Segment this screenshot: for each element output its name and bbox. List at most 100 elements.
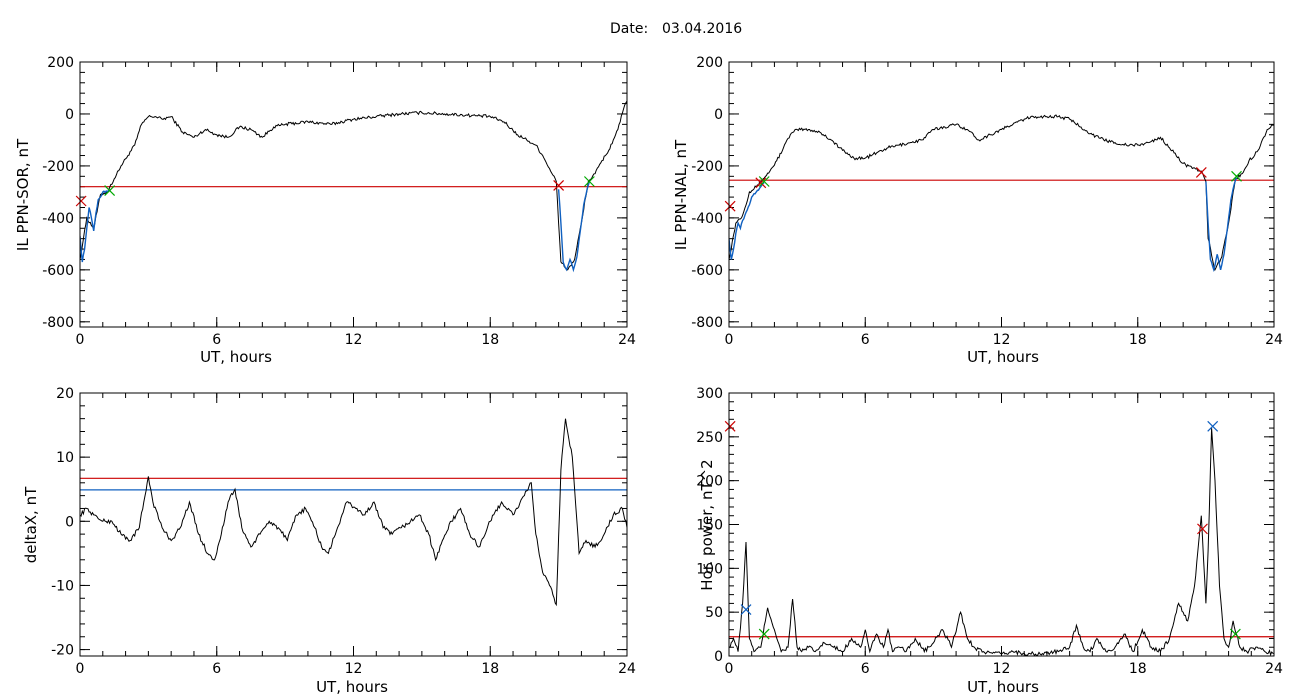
y-tick-label: -600 [42,263,74,279]
series-line [80,418,627,607]
y-tick-label: 200 [696,55,723,71]
series-line [80,188,112,263]
x-axis-label: UT, hours [967,348,1039,366]
x-tick-label: 18 [481,332,499,348]
panel-deltax: 0 6 12 18 24 -20 -10 0 10 20 UT, hours deltaX, nT [22,386,636,696]
y-tick-label: 0 [714,107,723,123]
x-marker [1197,523,1208,535]
y-tick-label: -20 [51,643,74,659]
series-line [80,100,627,271]
date-label: Date: [610,21,648,37]
x-marker-stroke [1207,420,1219,432]
x-tick-label: 0 [76,332,85,348]
y-axis-label: Hor. power, nT^2 [698,459,716,590]
y-tick-label: 20 [56,386,74,402]
x-tick-label: 24 [618,661,636,677]
y-tick-label: 150 [696,518,723,534]
x-marker [758,176,770,187]
x-marker [1207,420,1219,432]
plot-area: 0 6 12 18 24 -800 -600 -400 -200 0 200 [691,55,1283,348]
date-value: 03.04.2016 [662,21,742,37]
plot-area: 0 6 12 18 24 -800 -600 -400 -200 0 200 [42,55,636,348]
x-marker [1231,170,1242,182]
series-line [557,181,591,273]
y-tick-label: -400 [42,211,74,227]
y-tick-label: 250 [696,430,723,446]
x-marker [724,420,736,432]
x-marker-stroke [75,195,87,207]
x-tick-label: 6 [212,661,221,677]
x-marker [1195,166,1207,178]
x-tick-label: 0 [725,332,734,348]
x-tick-label: 12 [993,661,1011,677]
series-line [729,428,1274,656]
y-axis-label: deltaX, nT [22,486,40,563]
x-tick-label: 6 [212,332,221,348]
y-tick-label: 0 [65,514,74,530]
x-tick-label: 12 [993,332,1011,348]
x-axis-label: UT, hours [967,678,1039,696]
x-marker [755,177,767,189]
y-tick-label: 300 [696,386,723,402]
x-marker-stroke [724,200,736,212]
plot-clip-group [80,418,627,607]
x-tick-label: 18 [481,661,499,677]
x-axis-label: UT, hours [316,678,388,696]
y-tick-label: -400 [691,211,723,227]
series-line [1205,177,1238,273]
y-tick-label: 100 [696,561,723,577]
y-tick-label: -200 [42,159,74,175]
x-tick-label: 24 [1265,332,1283,348]
plot-frame [79,61,628,328]
x-tick-label: 12 [345,661,363,677]
y-tick-label: 50 [705,605,723,621]
x-marker [740,604,752,615]
y-tick-label: -800 [691,315,723,331]
y-tick-label: -600 [691,263,723,279]
y-tick-label: -800 [42,315,74,331]
series-line [729,182,765,260]
x-marker-stroke [1231,170,1242,182]
plot-area: 0 6 12 18 24 -20 -10 0 10 20 [51,386,636,677]
x-marker [553,179,565,191]
x-tick-label: 18 [1129,661,1147,677]
x-tick-label: 6 [861,661,870,677]
y-tick-label: -10 [51,578,74,594]
x-marker-stroke [1229,628,1241,640]
y-tick-label: 200 [47,55,74,71]
panel-il-ppn-sor: 0 6 12 18 24 -800 -600 -400 -200 0 200 UT, hours I… [14,55,636,366]
plot-frame [728,392,1275,657]
x-marker-stroke [740,604,752,615]
y-tick-label: 10 [56,450,74,466]
plot-clip-group [729,428,1274,656]
x-tick-label: 24 [1265,661,1283,677]
x-tick-label: 0 [725,661,734,677]
x-marker [104,185,116,197]
x-marker-stroke [583,176,595,187]
panel-hor-power: 0 6 12 18 24 0 50 100 150 200 250 300 UT, hours Hor… [696,386,1283,696]
x-marker-stroke [104,185,116,197]
series-line [729,114,1274,272]
x-tick-label: 24 [618,332,636,348]
y-axis-label: IL PPN-NAL, nT [672,139,690,250]
plot-clip-group [80,100,627,273]
y-tick-label: 200 [696,474,723,490]
y-tick-label: 0 [65,107,74,123]
x-marker [724,200,736,212]
x-tick-label: 18 [1129,332,1147,348]
panel-il-ppn-nal: 0 6 12 18 24 -800 -600 -400 -200 0 200 UT, hours I… [672,55,1283,366]
x-tick-label: 0 [76,661,85,677]
x-tick-label: 6 [861,332,870,348]
x-marker-stroke [755,177,767,189]
x-marker-stroke [758,176,770,187]
x-marker [75,195,87,207]
x-marker-stroke [758,628,770,640]
plot-frame [79,392,628,657]
x-marker [758,628,770,640]
x-tick-label: 12 [345,332,363,348]
x-marker-stroke [1195,166,1207,178]
x-axis-label: UT, hours [200,348,272,366]
y-tick-label: 0 [714,649,723,665]
